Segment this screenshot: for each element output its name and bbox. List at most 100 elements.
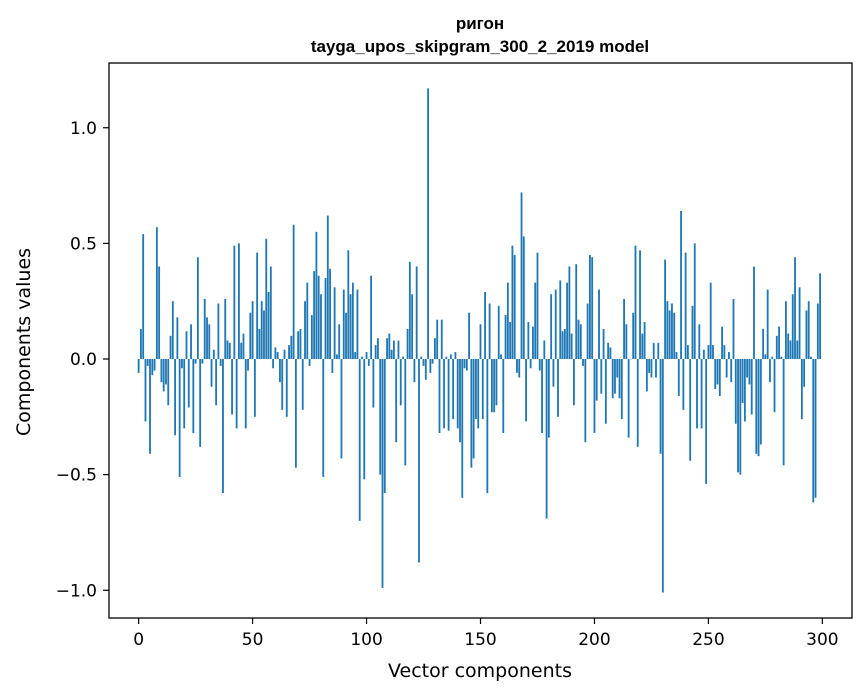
bar-205 [604,359,607,424]
bar-103 [372,359,375,408]
bar-233 [668,310,671,359]
bar-272 [757,359,760,457]
bar-33 [212,349,215,359]
bar-267 [746,359,749,378]
bar-32 [210,359,213,387]
bar-50 [251,301,254,359]
bar-207 [609,347,612,359]
bar-255 [718,359,721,396]
bar-187 [563,328,566,359]
bar-126 [424,359,427,380]
bar-172 [529,359,532,369]
bar-213 [623,298,625,359]
bar-185 [559,280,562,359]
bar-115 [399,359,402,406]
bar-81 [322,359,325,477]
bar-279 [773,359,776,413]
bar-226 [652,342,655,359]
bar-55 [263,310,265,359]
bar-19 [181,359,183,369]
bar-174 [534,282,537,359]
bar-49 [249,312,252,359]
bar-236 [675,352,678,359]
bar-125 [422,359,425,366]
bar-157 [495,359,498,406]
bar-270 [753,266,755,359]
bars-group [137,88,822,593]
bar-26 [196,257,199,359]
bar-260 [730,359,733,383]
bar-122 [415,266,418,359]
bar-168 [520,192,523,359]
bar-106 [379,359,382,475]
bar-196 [584,359,587,443]
bar-176 [538,359,541,371]
bar-92 [347,250,350,359]
bar-228 [657,342,660,359]
bar-244 [693,243,696,359]
bar-53 [258,328,261,359]
bar-66 [288,345,290,359]
bar-119 [408,261,411,359]
bar-79 [317,275,320,359]
bar-215 [627,359,630,438]
bar-127 [427,88,429,359]
bar-131 [436,319,439,359]
bar-230 [661,359,664,593]
bar-198 [588,254,591,359]
bar-4 [146,359,149,366]
bar-247 [700,359,703,429]
bar-57 [267,291,270,359]
bar-23 [190,324,192,359]
bar-137 [449,354,452,359]
y-tick-label: −1.0 [56,581,97,601]
x-tick-label: 100 [350,630,382,650]
bar-64 [283,349,286,359]
bar-104 [374,345,377,359]
bar-195 [582,359,584,366]
bar-68 [292,224,295,359]
bar-224 [648,359,651,373]
bar-85 [331,359,334,373]
bar-90 [342,289,345,359]
bar-91 [345,312,347,359]
bar-105 [377,338,379,359]
bar-15 [171,301,174,359]
bar-150 [479,324,482,359]
bar-0 [137,359,140,373]
bar-296 [812,359,815,503]
bar-261 [732,298,735,359]
bar-286 [789,340,792,359]
bar-148 [475,359,477,420]
bar-275 [764,354,767,359]
bar-158 [497,305,500,359]
bar-273 [759,359,762,445]
bar-206 [607,342,610,359]
x-tick-label: 150 [464,630,496,650]
bar-208 [611,359,614,399]
bar-27 [199,359,202,447]
bar-299 [819,273,822,359]
bar-274 [762,328,765,359]
bar-178 [543,340,546,359]
bar-156 [493,359,496,413]
bar-22 [187,359,190,408]
bar-184 [557,359,559,417]
bar-65 [285,359,288,417]
bar-43 [235,359,238,429]
bar-113 [395,359,398,443]
x-tick-label: 0 [133,630,144,650]
bar-254 [716,359,719,385]
bar-297 [814,359,817,498]
bar-202 [598,289,600,359]
bar-133 [440,319,443,359]
bar-161 [504,315,507,359]
bar-243 [691,305,694,359]
bar-45 [240,342,243,359]
bar-16 [174,359,177,436]
bar-39 [226,340,229,359]
bar-220 [639,250,641,359]
bar-282 [780,356,783,359]
bar-61 [276,352,279,359]
bar-175 [536,252,539,359]
